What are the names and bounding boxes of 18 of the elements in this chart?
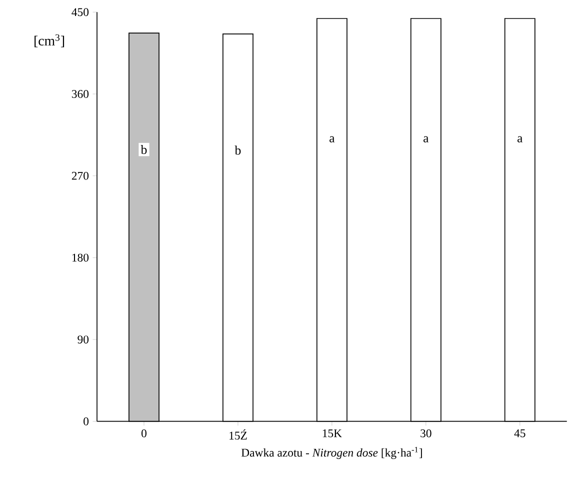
- x-tick-label: 15K: [322, 429, 342, 438]
- y-axis-title: [cm$^{3}$]: [34, 34, 64, 48]
- x-tick-label: 0: [142, 429, 146, 438]
- x-tick-label: 30: [420, 429, 432, 438]
- y-tick-label: 180: [72, 254, 89, 262]
- y-tick-label: 90: [78, 336, 89, 344]
- x-tick-label: 15Ź: [230, 429, 247, 440]
- x-axis-title: Dawka azotu - Nitrogen dose [kg·ha$^{-1}$]: [241, 446, 422, 460]
- data-label: a: [330, 136, 335, 142]
- data-label: a: [424, 136, 429, 142]
- y-tick-label: 0: [84, 417, 89, 426]
- y-tick-label: 360: [72, 90, 89, 98]
- data-label: a: [517, 136, 523, 142]
- x-tick-label: 45: [514, 429, 526, 438]
- data-label: b: [140, 145, 147, 154]
- y-tick-label: 450: [72, 8, 89, 16]
- y-tick-label: 270: [72, 172, 89, 180]
- data-label: b: [234, 146, 241, 155]
